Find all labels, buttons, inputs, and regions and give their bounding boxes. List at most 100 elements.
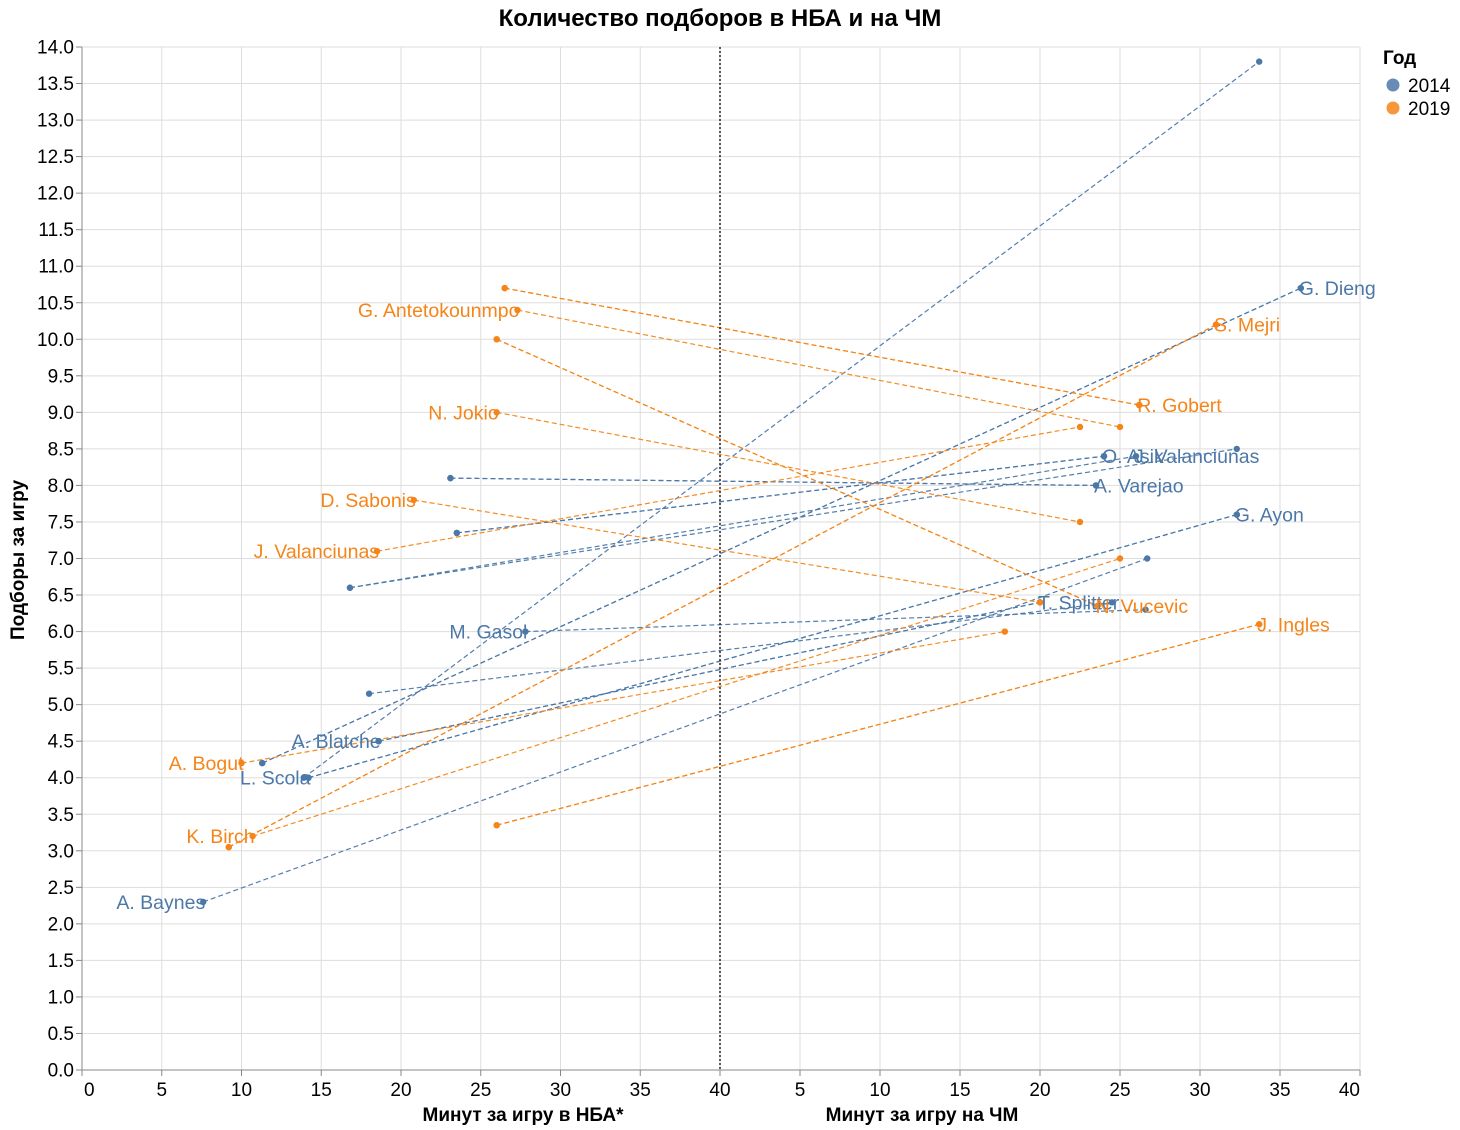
connector-line [252,557,1121,837]
x-tick-label-wc: 15 [949,1080,970,1101]
legend-swatch [1386,101,1400,115]
y-tick-label: 4.0 [48,768,74,789]
x-tick-label-nba: 35 [630,1080,651,1101]
connector-lines [203,61,1302,903]
y-tick-label: 13.5 [37,74,74,95]
y-tick-label: 13.0 [37,111,74,132]
x-tick-label-nba: 20 [390,1080,411,1101]
y-tick-label: 4.5 [48,732,74,753]
legend-label: 2019 [1408,99,1450,120]
y-tick-label: 8.5 [48,439,74,460]
wc-point [1256,621,1263,628]
nba-point [493,336,500,343]
wc-point [1001,628,1008,635]
connector-line [496,623,1260,826]
player-label: A. Varejao [1094,475,1184,497]
x-tick-label-wc: 40 [1339,1080,1360,1101]
nba-point [238,759,245,767]
player-label: K. Birch [186,826,254,848]
player-label: L. Scola [240,768,311,790]
x-tick-label-nba: 40 [709,1080,730,1101]
x-tick-label-wc: 25 [1109,1080,1130,1101]
player-label: D. Sabonis [320,490,416,512]
player-label: A. Blatche [292,731,381,753]
x-tick-label-wc: 10 [869,1080,890,1101]
chart-title: Количество подборов в НБА и на ЧМ [499,5,942,32]
connector-line [496,411,1081,523]
player-label: J. Valanciunas [254,541,380,563]
x-tick-label-wc: 30 [1189,1080,1210,1101]
legend-swatch [1386,78,1400,92]
y-tick-label: 0.0 [48,1061,74,1082]
y-tick-label: 12.0 [37,184,74,205]
player-label: N. Jokio [428,402,499,424]
player-label: G. Ayon [1235,505,1304,527]
wc-point [1092,482,1100,489]
nba-point [300,774,307,781]
player-label: J. Valanciunas [1134,446,1260,468]
player-label: M. Gasol [449,622,527,644]
nba-point [225,843,232,851]
player-label: N. Vucevic [1096,596,1189,618]
nba-point [365,690,373,697]
y-tick-label: 12.5 [37,147,74,168]
wc-point [1233,445,1241,453]
connector-line [456,455,1105,534]
player-label: A. Bogut [169,753,244,775]
nba-point [493,822,500,829]
y-tick-label: 1.5 [48,951,74,972]
connector-line [349,455,1137,589]
player-label: S. Mejri [1214,315,1280,337]
player-label: R. Gobert [1137,395,1222,417]
data-points [200,58,1305,906]
wc-point [1100,453,1108,460]
y-tick-label: 14.0 [37,38,74,59]
wc-point [1108,599,1116,606]
y-tick-label: 3.0 [48,841,74,862]
x-axis-title-nba: Минут за игру в НБА* [423,1105,625,1126]
y-tick-label: 7.5 [48,512,74,533]
nba-point [346,584,354,591]
legend-title: Год [1383,48,1416,69]
wc-point [1142,606,1149,613]
nba-point [373,547,381,555]
wc-point [1297,284,1305,292]
y-tick-label: 10.5 [37,293,74,314]
wc-point [1076,423,1084,431]
connector-line [369,601,1113,695]
player-label: T. Splitter [1038,592,1120,614]
y-tick-label: 10.0 [37,330,74,351]
nba-point [501,284,508,292]
wc-point [1256,58,1263,65]
y-axis-title: Подборы за игру [8,480,29,641]
nba-point [410,496,417,504]
connector-line [228,324,1217,848]
nba-point [514,306,521,314]
x-tick-label-nba: 15 [311,1080,332,1101]
connector-line [496,338,1098,607]
nba-point [447,474,454,482]
y-tick-label: 5.5 [48,659,74,680]
connector-line [303,61,1260,779]
nba-point [305,774,312,781]
connector-line [517,309,1121,428]
y-tick-label: 0.5 [48,1024,74,1045]
point-labels: A. Baynes L. Scola A. Blatche M. Gasol G. Di… [116,278,1375,914]
connector-line [376,426,1081,552]
y-tick-label: 6.5 [48,586,74,607]
legend-label: 2014 [1408,76,1451,97]
x-tick-label-wc: 5 [795,1080,806,1101]
wc-point [1116,423,1124,431]
player-label: O. Asik [1102,446,1164,468]
axes: 0.0 0.5 1.0 1.5 2.0 2.5 3.0 3.5 4.0 4.5 5.0 5.5 6.0 6… [37,38,1361,1101]
y-tick-label: 3.5 [48,805,74,826]
y-tick-label: 11.5 [38,220,74,241]
connector-line [261,287,1302,764]
wc-point [1132,453,1140,460]
x-tick-label-nba: 30 [550,1080,571,1101]
nba-point [493,409,500,416]
y-tick-label: 5.0 [48,695,74,716]
wc-point [1233,511,1241,518]
y-tick-label: 8.0 [48,476,74,497]
